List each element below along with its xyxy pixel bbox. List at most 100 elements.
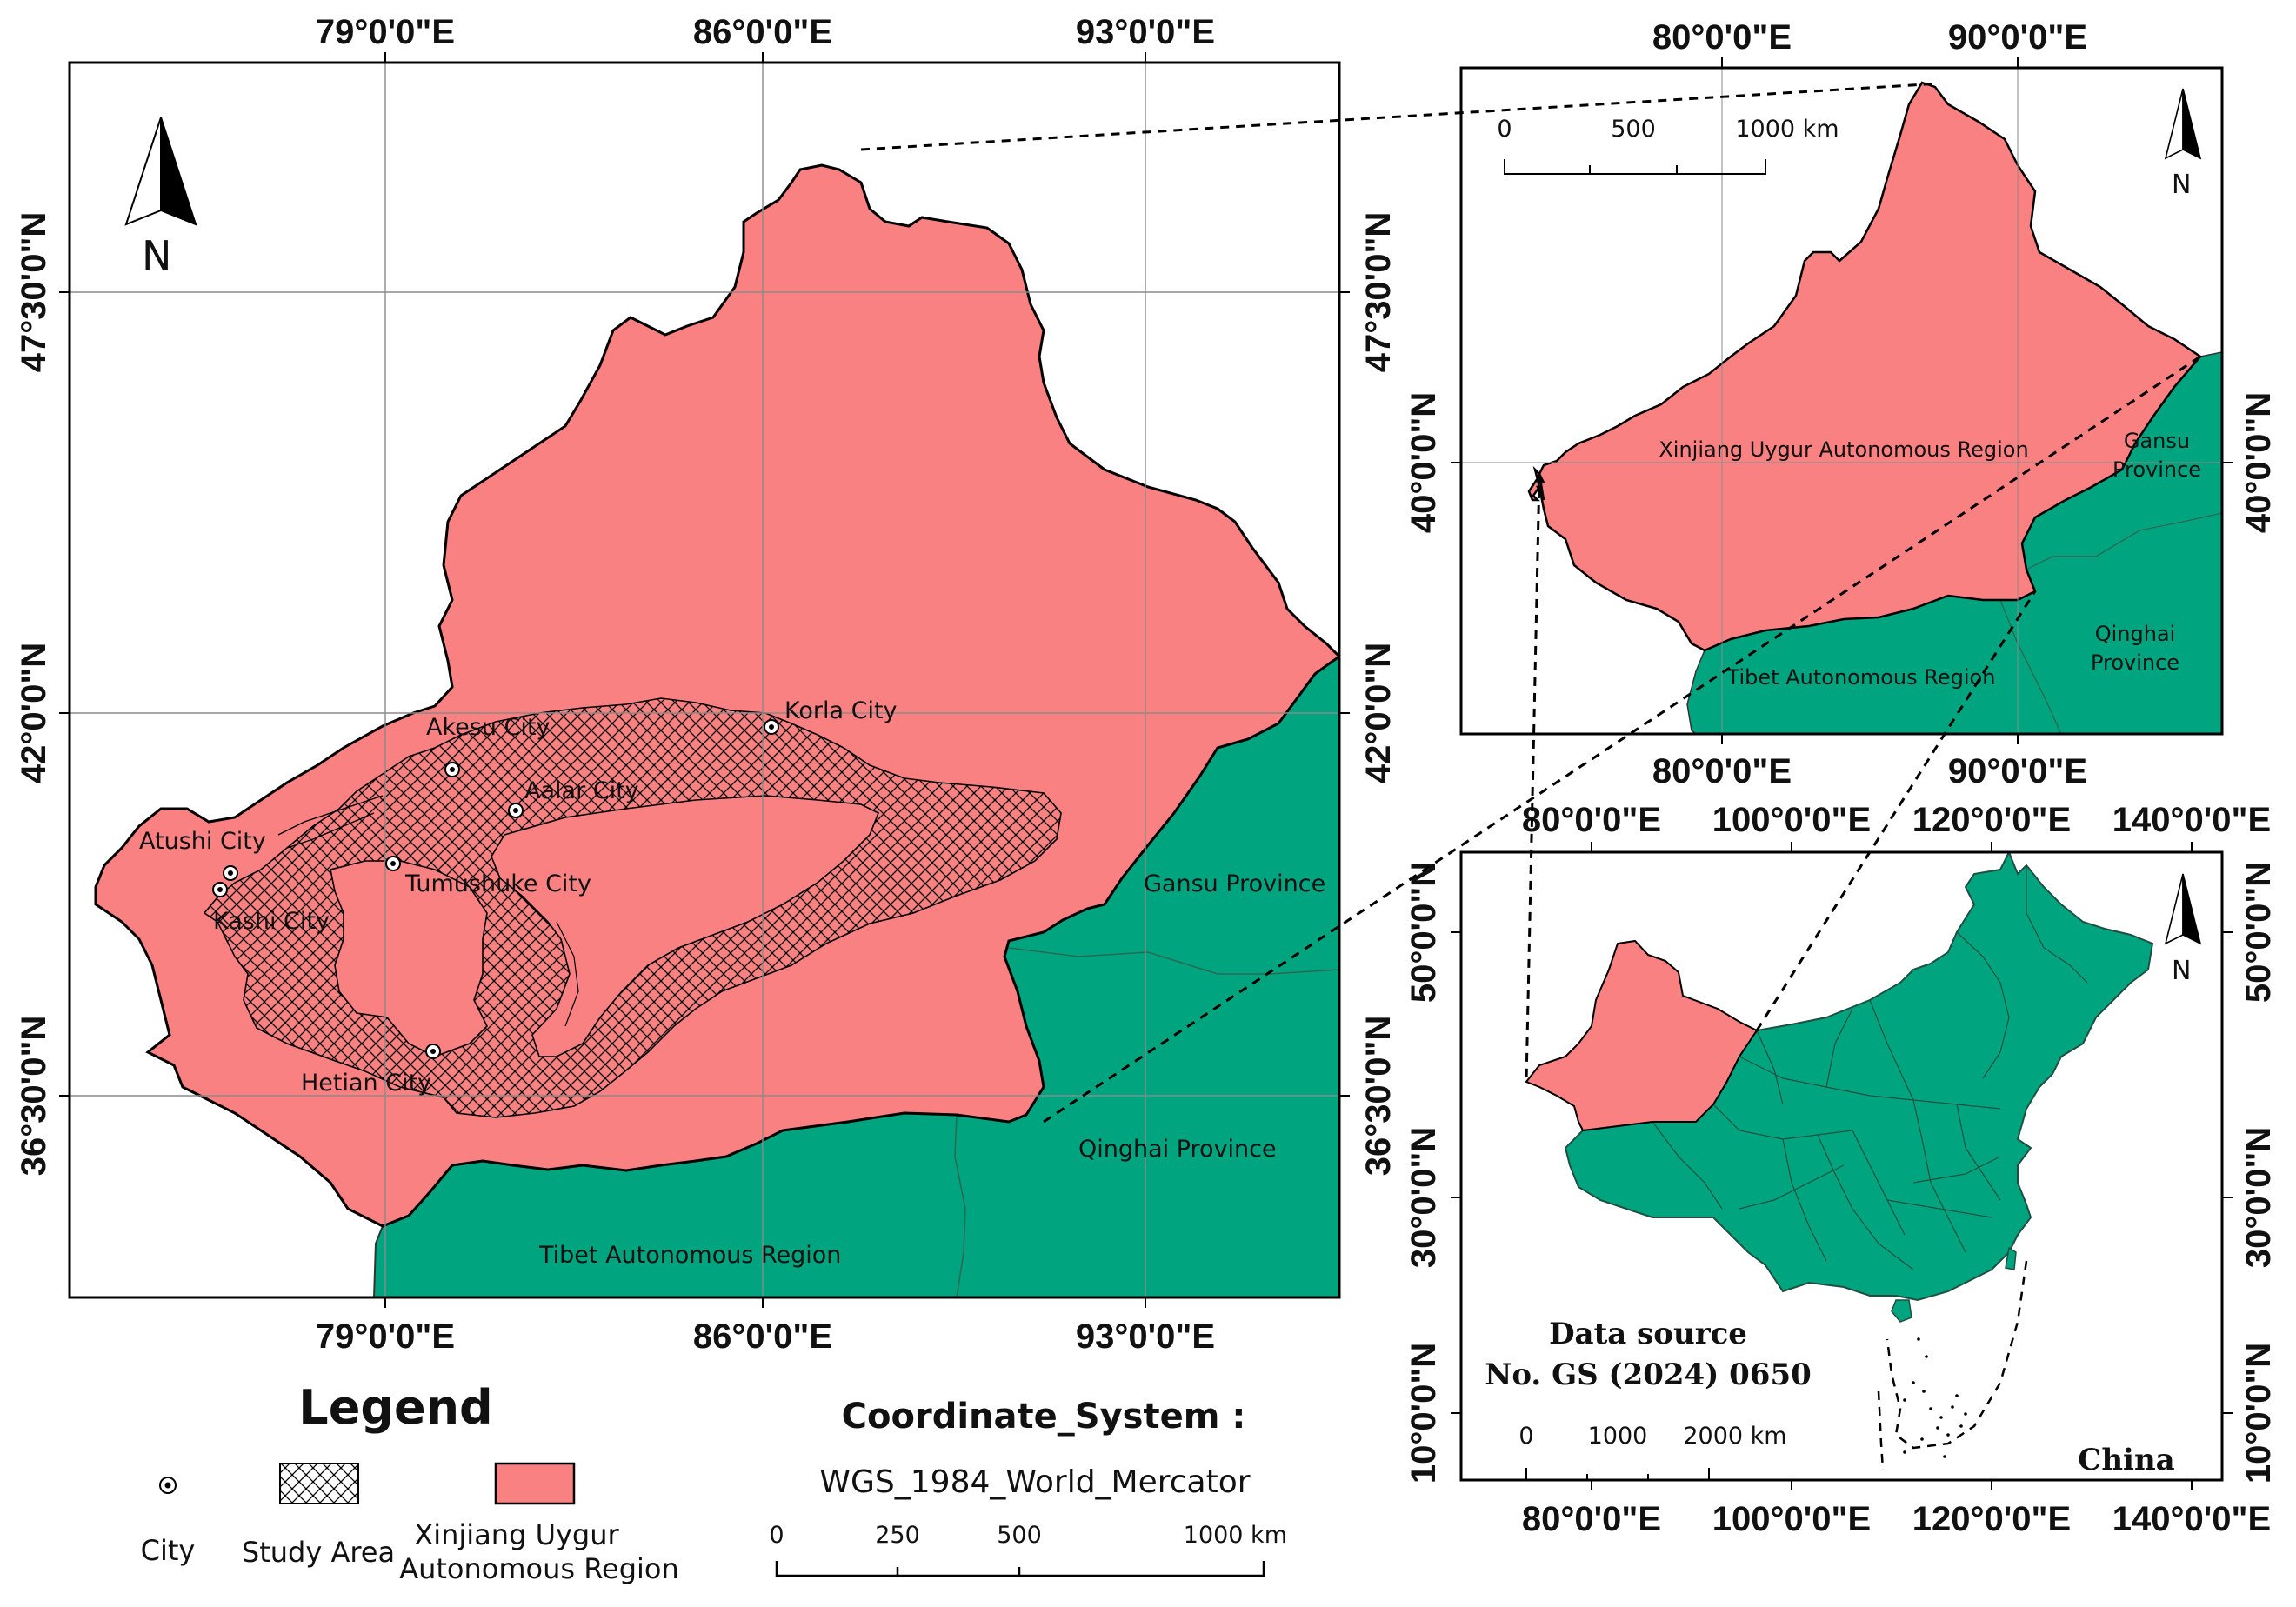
city-marker (508, 803, 524, 818)
inset-label-qinghai-2: Province (2091, 650, 2179, 675)
china-xinjiang (1525, 939, 1759, 1132)
city-label-aalar: Aalar City (524, 777, 639, 804)
tick-bottom-1: 79°0'0"E (316, 1317, 455, 1356)
china-tick-top-3: 120°0'0"E (1912, 801, 2071, 839)
legend-study-area-swatch (279, 1463, 359, 1504)
city-label-tumushuke: Tumushuke City (404, 870, 591, 897)
china-tick-top-2: 100°0'0"E (1712, 801, 1871, 839)
inset-scale-0: 0 (1497, 116, 1512, 143)
tick-left-3: 36°30'0"N (15, 1016, 53, 1177)
inset-xinjiang-region (1527, 81, 2202, 652)
city-marker (212, 882, 228, 897)
inset-north-label: N (2172, 170, 2191, 200)
china-province-borders (1652, 865, 2088, 1270)
region-label-tibet: Tibet Autonomous Region (538, 1242, 841, 1269)
main-scale-250: 250 (875, 1522, 920, 1549)
south-sea-islands (1903, 1337, 1967, 1458)
china-tick-bottom-4: 140°0'0"E (2112, 1500, 2271, 1538)
main-map: Akesu City Korla City Aalar City Atushi … (15, 13, 1398, 1356)
coordinate-system-title: Coordinate_System : (842, 1397, 1246, 1437)
china-scale-0: 0 (1518, 1423, 1533, 1450)
tick-top-2: 86°0'0"E (693, 13, 832, 51)
main-scale-bar (775, 1561, 1265, 1577)
legend-study-area-label: Study Area (242, 1536, 395, 1569)
inset-label-tibet: Tibet Autonomous Region (1726, 665, 1996, 690)
tick-left-2: 42°0'0"N (15, 643, 53, 783)
china-scale-bar (1525, 1468, 1710, 1480)
region-label-gansu: Gansu Province (1144, 870, 1325, 897)
inset-label-qinghai-1: Qinghai (2095, 622, 2176, 646)
city-label-korla: Korla City (784, 697, 898, 724)
coordinate-system: Coordinate_System : WGS_1984_World_Merca… (769, 1397, 1287, 1577)
china-tick-right-2: 30°0'0"N (2239, 1127, 2278, 1268)
main-scale-0: 0 (769, 1522, 784, 1549)
legend-xinjiang-label-2: Autonomous Region (399, 1552, 679, 1585)
china-tick-top-1: 80°0'0"E (1522, 801, 1661, 839)
tick-right-2: 42°0'0"N (1359, 643, 1398, 783)
china-tick-bottom-1: 80°0'0"E (1522, 1500, 1661, 1538)
legend: Legend City Study Area Xinjiang Uygur Au… (141, 1380, 679, 1585)
inset-label-xinjiang: Xinjiang Uygur Autonomous Region (1659, 437, 2028, 462)
inset-tick-bottom-2: 90°0'0"E (1948, 752, 2087, 790)
tick-right-1: 47°30'0"N (1359, 212, 1398, 373)
china-label: China (2078, 1443, 2174, 1477)
china-tick-bottom-2: 100°0'0"E (1712, 1500, 1871, 1538)
city-marker (385, 856, 401, 871)
tick-left-1: 47°30'0"N (15, 212, 53, 373)
china-tick-right-3: 10°0'0"N (2239, 1343, 2278, 1484)
inset-scale-bar (1504, 159, 1766, 175)
china-tick-bottom-3: 120°0'0"E (1912, 1500, 2071, 1538)
main-map-frame (68, 61, 1341, 1299)
china-scale-2000: 2000 km (1683, 1423, 1786, 1450)
city-label-akesu: Akesu City (426, 714, 550, 741)
legend-xinjiang-swatch (494, 1462, 576, 1505)
north-arrow-icon (124, 117, 197, 226)
region-label-qinghai: Qinghai Province (1078, 1136, 1277, 1163)
city-markers (212, 719, 779, 1059)
inset-tick-bottom-1: 80°0'0"E (1652, 752, 1792, 790)
inset-tick-right-1: 40°0'0"N (2239, 392, 2278, 533)
china-tick-left-3: 10°0'0"N (1405, 1343, 1443, 1484)
legend-title: Legend (298, 1380, 492, 1435)
city-marker (223, 865, 238, 881)
tick-top-3: 93°0'0"E (1076, 13, 1215, 51)
city-label-atushi: Atushi City (139, 828, 266, 855)
coordinate-system-value: WGS_1984_World_Mercator (819, 1464, 1250, 1500)
city-label-hetian: Hetian City (301, 1070, 431, 1097)
china-scale-1000: 1000 (1588, 1423, 1648, 1450)
tick-bottom-3: 93°0'0"E (1076, 1317, 1215, 1356)
inset-tick-left-1: 40°0'0"N (1405, 392, 1443, 533)
city-marker (425, 1044, 441, 1059)
city-marker (764, 719, 779, 735)
inset-label-gansu-2: Province (2112, 457, 2201, 482)
inset-tick-top-1: 80°0'0"E (1652, 18, 1792, 57)
legend-xinjiang-label-1: Xinjiang Uygur (414, 1518, 619, 1551)
main-scale-500: 500 (997, 1522, 1042, 1549)
city-label-kashi: Kashi City (213, 908, 330, 935)
inset-scale-500: 500 (1611, 116, 1656, 143)
study-area (203, 697, 1062, 1118)
main-scale-1000: 1000 km (1184, 1522, 1287, 1549)
legend-city-label: City (141, 1534, 196, 1567)
north-label: N (142, 232, 171, 279)
china-tick-top-4: 140°0'0"E (2112, 801, 2271, 839)
china-tick-right-1: 50°0'0"N (2239, 862, 2278, 1003)
china-tick-left-2: 30°0'0"N (1405, 1127, 1443, 1268)
tick-top-1: 79°0'0"E (316, 13, 455, 51)
china-tick-left-1: 50°0'0"N (1405, 862, 1443, 1003)
inset-scale-1000: 1000 km (1735, 116, 1839, 143)
source-line-1: Data source (1549, 1317, 1747, 1351)
city-marker (444, 762, 460, 777)
inset-tick-top-2: 90°0'0"E (1948, 18, 2087, 57)
inset-china: Data source No. GS (2024) 0650 0 1000 20… (1405, 801, 2278, 1538)
china-mainland (1564, 852, 2154, 1302)
china-north-arrow-icon (2164, 873, 2202, 945)
tick-bottom-2: 86°0'0"E (693, 1317, 832, 1356)
source-line-2: No. GS (2024) 0650 (1485, 1357, 1812, 1392)
connector-lines (860, 82, 2201, 1124)
china-north-label: N (2172, 956, 2191, 986)
inset-xinjiang: Xinjiang Uygur Autonomous Region Gansu P… (1405, 18, 2278, 790)
inset-north-arrow-icon (2164, 88, 2202, 160)
tick-right-3: 36°30'0"N (1359, 1016, 1398, 1177)
